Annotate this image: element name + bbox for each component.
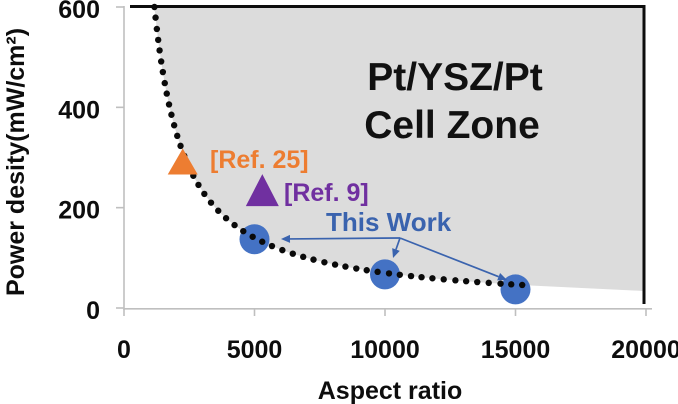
curve-dot	[508, 281, 515, 288]
x-tick-label: 5000	[227, 336, 283, 364]
curve-dot	[156, 47, 163, 54]
curve-dot	[157, 58, 165, 65]
curve-dot	[485, 279, 492, 287]
this-work-label: This Work	[326, 207, 452, 237]
curve-dot	[452, 277, 459, 284]
curve-dot	[215, 207, 222, 214]
curve-dot	[374, 268, 381, 276]
curve-dot	[300, 253, 307, 261]
curve-dot	[174, 132, 181, 140]
tick-labels-layer: 0 5000 10000 15000 20000 0 200 400 600	[58, 0, 678, 364]
curve-dot	[268, 242, 276, 250]
curve-dot	[331, 261, 339, 268]
curve-dot	[310, 256, 317, 263]
curve-dot	[201, 190, 208, 198]
curve-dot	[353, 265, 360, 272]
curve-dot	[240, 227, 247, 235]
arrow-head	[392, 248, 400, 258]
zone-label-line1: Pt/YSZ/Pt	[367, 56, 543, 99]
cell-zone-region	[154, 6, 644, 291]
curve-dot	[518, 281, 526, 289]
curve-dot	[474, 278, 481, 286]
curve-dot	[163, 90, 170, 97]
curve-dot	[231, 221, 238, 229]
ref25-point	[167, 148, 198, 175]
curve-dot	[462, 278, 470, 285]
curve-dot	[407, 272, 415, 280]
y-tick-label: 400	[58, 96, 100, 124]
ref9-point	[245, 174, 279, 207]
curve-dot	[161, 79, 168, 87]
this-work-arrows	[281, 234, 507, 281]
x-tick-label: 15000	[481, 336, 551, 364]
curve-dot	[429, 275, 436, 282]
curve-dot	[154, 36, 162, 44]
axes-layer	[116, 6, 652, 316]
curve-dot	[177, 142, 184, 150]
arrow-line	[289, 237, 401, 240]
curve-dot	[497, 280, 504, 287]
curve-dot	[195, 181, 202, 189]
curve-dot	[440, 276, 447, 283]
ref-markers-layer	[167, 148, 279, 207]
curve-dot	[363, 267, 370, 274]
arrow-head	[281, 234, 291, 243]
curve-dot	[385, 270, 393, 277]
curve-dot	[222, 215, 230, 222]
arrow-line	[395, 237, 401, 250]
curve-dot	[259, 238, 266, 245]
curve-dot	[159, 68, 167, 76]
curve-dot	[151, 3, 158, 11]
this-work-point	[370, 259, 400, 290]
y-axis-title: Power desity(mW/cm²)	[2, 28, 30, 296]
ref25-label: [Ref. 25]	[210, 146, 309, 174]
x-tick-label: 10000	[350, 336, 420, 364]
curve-dot	[152, 14, 159, 21]
ref9-label: [Ref. 9]	[284, 179, 369, 207]
curve-dot	[342, 263, 349, 270]
curve-dot	[153, 25, 161, 33]
x-tick-label: 20000	[611, 336, 678, 364]
curve-dot	[279, 246, 286, 254]
x-tick-label: 0	[117, 336, 131, 364]
y-tick-label: 0	[86, 297, 100, 325]
x-axis-title: Aspect ratio	[318, 377, 462, 404]
curve-dot	[418, 273, 425, 281]
arrow-line	[399, 237, 499, 278]
y-tick-label: 600	[58, 0, 100, 24]
y-tick-label: 200	[58, 197, 100, 225]
curve-dot	[207, 199, 215, 206]
curve-dot	[396, 271, 404, 278]
curve-dot	[289, 250, 296, 257]
curve-dot	[165, 101, 173, 108]
zone-label-line2: Cell Zone	[364, 104, 540, 147]
curve-dot	[249, 233, 256, 240]
arrow-head	[497, 272, 507, 281]
curve-dot	[321, 259, 328, 266]
curve-dot	[168, 111, 175, 118]
cell-zone-layer	[130, 5, 646, 304]
curve-dot	[170, 122, 178, 129]
